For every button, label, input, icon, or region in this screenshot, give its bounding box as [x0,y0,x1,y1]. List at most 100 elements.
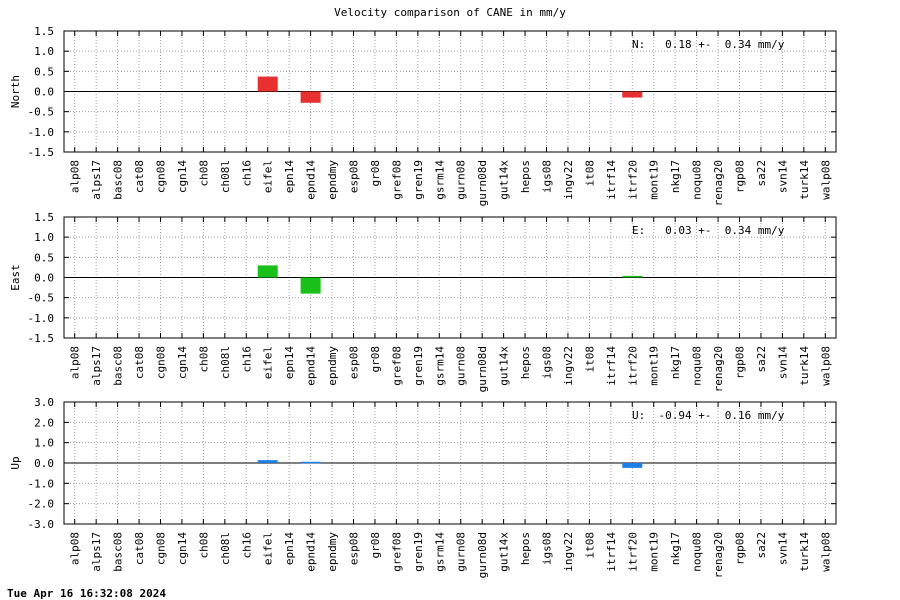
x-tick-label: itrf20 [626,160,639,200]
velocity-annotation: U: -0.94 +- 0.16 mm/y [632,409,785,422]
x-tick-label: ingv22 [562,160,575,200]
x-tick-label: epnd14 [305,532,318,572]
x-tick-label: mont19 [648,346,661,386]
x-tick-label: alp08 [69,532,82,565]
x-tick-label: ch08 [197,346,210,373]
x-tick-label: gren19 [412,346,425,386]
x-tick-label: ch16 [240,160,253,187]
x-tick-label: ch16 [240,532,253,559]
x-tick-label: gurn08d [476,532,489,578]
y-tick-label: 0.0 [34,457,54,470]
x-tick-label: rgp08 [734,346,747,379]
x-tick-label: cat08 [133,532,146,565]
x-tick-label: ingv22 [562,346,575,386]
x-tick-label: cgn14 [176,160,189,193]
x-tick-label: gsrm14 [433,346,446,386]
x-tick-label: cgn14 [176,532,189,565]
x-tick-label: gsrm14 [433,160,446,200]
x-tick-label: renag20 [712,160,725,206]
x-tick-label: sa22 [755,532,768,559]
plot-frame [63,216,837,339]
x-tick-label: cat08 [133,346,146,379]
x-tick-label: alps17 [90,346,103,386]
x-tick-label: igs08 [541,160,554,193]
chart-title: Velocity comparison of CANE in mm/y [334,6,566,19]
x-tick-label: gr08 [369,532,382,559]
velocity-annotation: N: 0.18 +- 0.34 mm/y [632,38,785,51]
x-tick-label: basc08 [112,532,125,572]
y-tick-label: -1.5 [28,332,55,345]
x-tick-label: basc08 [112,160,125,200]
y-axis-label: Up [9,456,22,469]
x-tick-label: noqu08 [691,532,704,572]
x-tick-label: epnd14 [305,346,318,386]
x-tick-label: it08 [583,532,596,559]
x-tick-label: alps17 [90,532,103,572]
x-tick-label: gref08 [390,532,403,572]
x-tick-label: nkg17 [669,346,682,379]
x-tick-label: gurn08 [455,346,468,386]
x-tick-label: mont19 [648,160,661,200]
x-tick-label: nkg17 [669,532,682,565]
plot-panel-north: 1.5 1.0 0.5 0.0 -0.5 -1.0 -1.5 alp08 alps17 basc0… [9,25,837,206]
x-tick-label: gr08 [369,160,382,187]
x-tick-label: turk14 [798,532,811,572]
x-tick-label: itrf20 [626,532,639,572]
y-tick-label: 1.0 [34,437,54,450]
x-tick-label: gut14x [498,532,511,572]
x-tick-label: svn14 [776,346,789,379]
x-tick-label: sa22 [755,160,768,187]
y-tick-label: 1.5 [34,25,54,38]
x-tick-label: cgn14 [176,346,189,379]
bar-eifel [257,265,278,278]
x-tick-label: cgn08 [155,346,168,379]
x-tick-label: epn14 [283,160,296,193]
y-tick-label: -3.0 [28,518,55,531]
x-tick-label: turk14 [798,346,811,386]
x-tick-label: renag20 [712,532,725,578]
x-tick-label: itrf14 [605,532,618,572]
y-tick-label: -1.5 [28,146,55,159]
x-tick-label: ch08l [219,532,232,565]
y-tick-label: 3.0 [34,396,54,409]
bar-itrf20 [622,463,643,468]
y-tick-label: 1.0 [34,231,54,244]
x-tick-label: eifel [262,160,275,193]
bar-eifel [257,76,278,92]
plot-frame [63,30,837,153]
x-tick-label: epndmy [326,346,339,386]
x-tick-label: gut14x [498,346,511,386]
x-tick-label: hepos [519,532,532,565]
bar-epnd14 [300,91,321,103]
bar-epnd14 [300,461,321,464]
x-tick-label: ch08 [197,532,210,559]
x-tick-label: walp08 [819,160,832,200]
x-tick-label: renag20 [712,346,725,392]
y-tick-label: -2.0 [28,498,55,511]
x-tick-label: noqu08 [691,160,704,200]
x-tick-label: noqu08 [691,346,704,386]
x-tick-label: cat08 [133,160,146,193]
bar-epnd14 [300,277,321,294]
x-tick-label: alps17 [90,160,103,200]
y-tick-label: -0.5 [28,292,55,305]
x-tick-label: hepos [519,346,532,379]
x-tick-label: cgn08 [155,532,168,565]
x-tick-label: esp08 [348,160,361,193]
y-tick-label: -0.5 [28,106,55,119]
x-tick-label: epnd14 [305,160,318,200]
x-tick-label: ch08l [219,160,232,193]
x-tick-label: gurn08d [476,346,489,392]
plot-panel-east: 1.5 1.0 0.5 0.0 -0.5 -1.0 -1.5 alp08 alps17 basc0… [9,211,837,392]
x-tick-label: gut14x [498,160,511,200]
x-tick-label: gurn08 [455,532,468,572]
bar-eifel [257,460,278,463]
bar-itrf20 [622,91,643,98]
x-tick-label: epndmy [326,532,339,572]
x-tick-label: igs08 [541,346,554,379]
plot-panel-up: 3.0 2.0 1.0 0.0 -1.0 -2.0 -3.0 alp08 alps17 basc0… [9,396,837,578]
x-tick-label: gren19 [412,160,425,200]
plot-frame [63,401,837,525]
